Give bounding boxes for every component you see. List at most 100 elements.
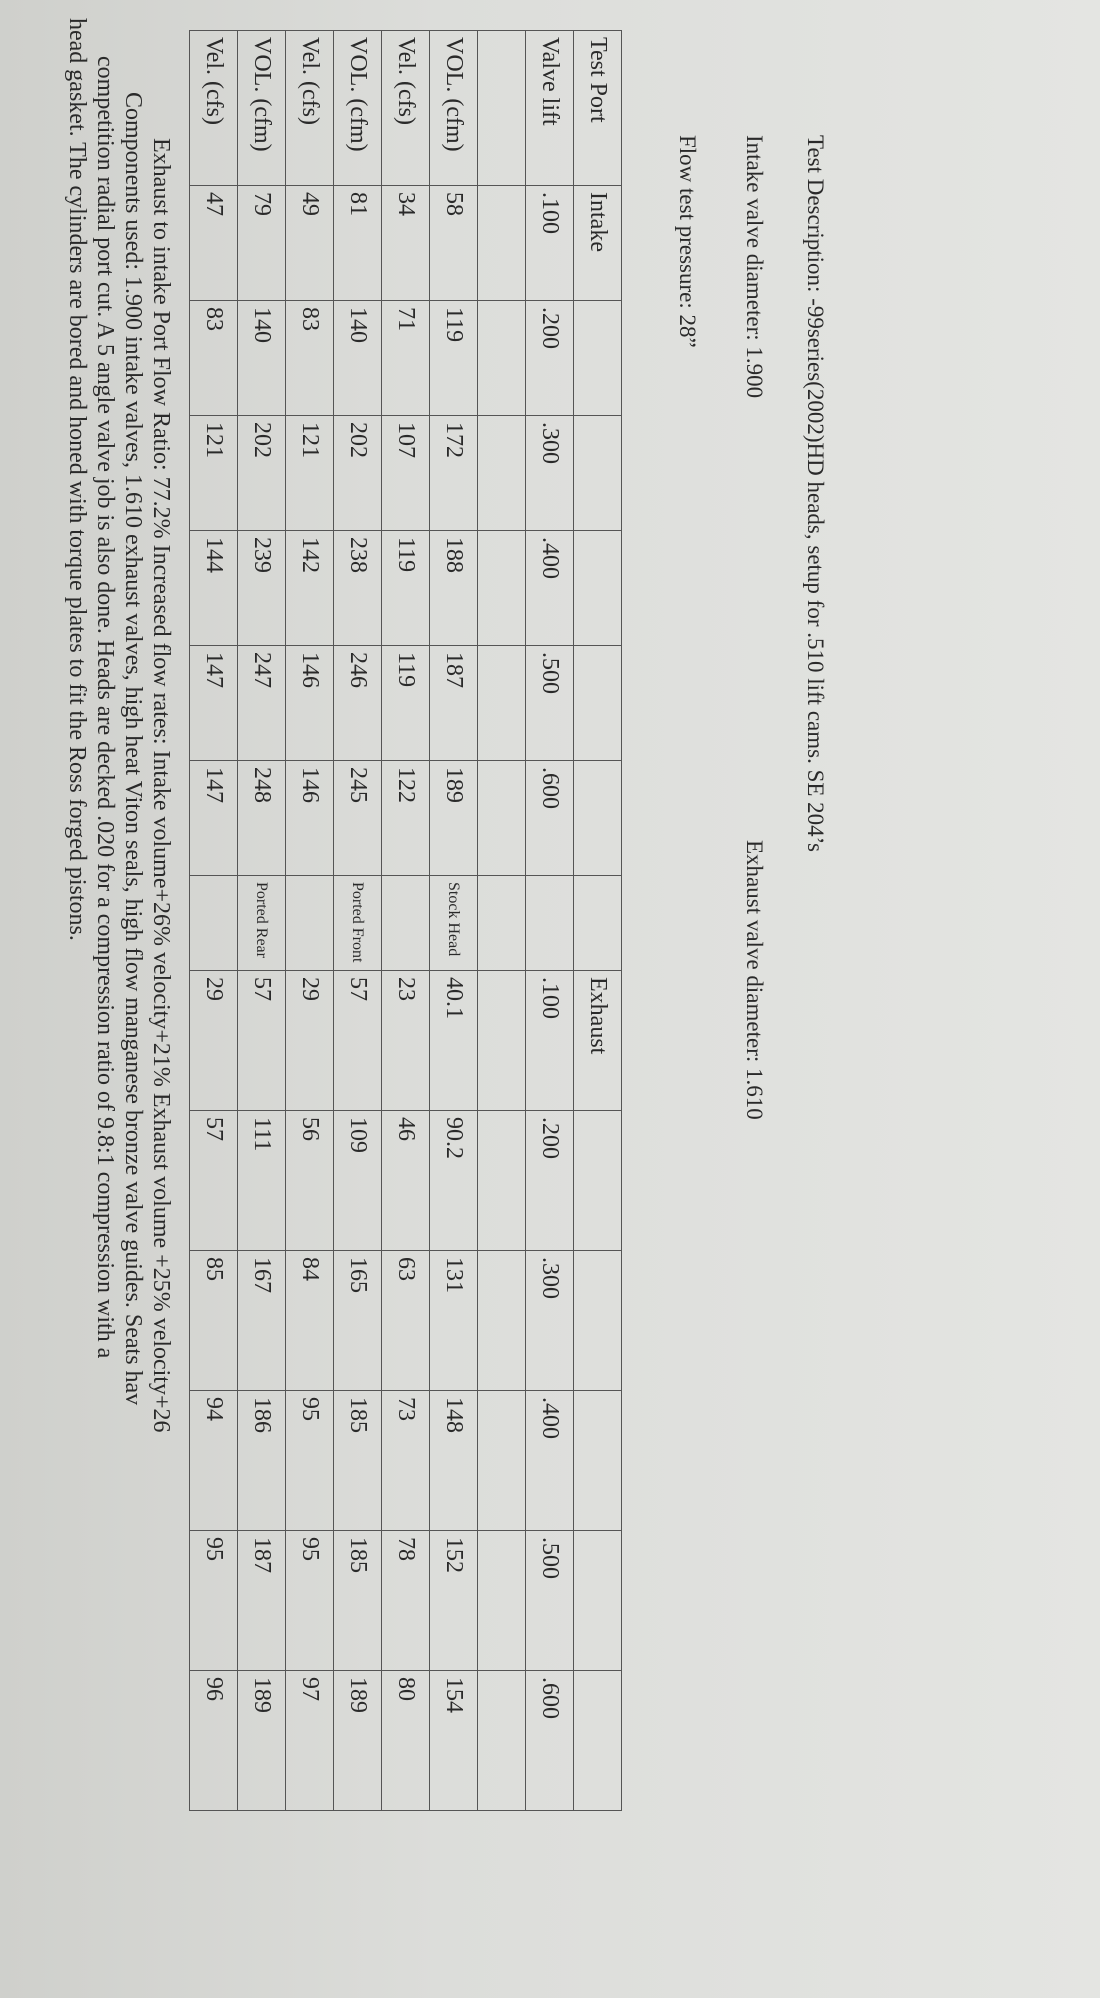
row-label-cell: Valve lift xyxy=(525,30,574,186)
table-cell: 80 xyxy=(381,1670,430,1811)
table-cell: .300 xyxy=(525,1250,574,1391)
table-cell: 154 xyxy=(429,1670,478,1811)
table-cell: 79 xyxy=(237,185,286,301)
table-cell xyxy=(477,1390,526,1531)
table-row: VOL. (cfm) 58 119 172 188 187 189 Stock Head 40.… xyxy=(429,30,478,1811)
table-cell: 95 xyxy=(285,1530,334,1671)
table-cell: 71 xyxy=(381,300,430,416)
table-cell xyxy=(573,415,622,531)
row-label-cell: VOL. (cfm) xyxy=(429,30,478,186)
table-cell: 29 xyxy=(285,970,334,1111)
row-label-cell: VOL. (cfm) xyxy=(333,30,382,186)
table-cell: 245 xyxy=(333,760,382,876)
table-cell xyxy=(477,185,526,301)
table-cell: 202 xyxy=(333,415,382,531)
notes-line: competition radial port cut. A 5 angle v… xyxy=(92,56,118,1359)
table-cell xyxy=(573,1110,622,1251)
table-cell: 96 xyxy=(189,1670,238,1811)
table-cell: 131 xyxy=(429,1250,478,1391)
table-cell xyxy=(477,530,526,646)
table-cell: 81 xyxy=(333,185,382,301)
table-cell: 148 xyxy=(429,1390,478,1531)
table-cell xyxy=(477,760,526,876)
table-cell xyxy=(573,1530,622,1671)
table-cell: 144 xyxy=(189,530,238,646)
table-cell xyxy=(477,1530,526,1671)
table-cell: Exhaust xyxy=(573,970,622,1111)
row-label-cell: VOL. (cfm) xyxy=(237,30,286,186)
table-row: Vel. (cfs) 47 83 121 144 147 147 29 57 85 94 95 96 xyxy=(189,30,238,1811)
table-cell: 147 xyxy=(189,760,238,876)
table-cell: 247 xyxy=(237,645,286,761)
exhaust-valve-diameter: Exhaust valve diameter: 1.610 xyxy=(742,840,767,1120)
table-cell: 142 xyxy=(285,530,334,646)
config-label-cell xyxy=(573,875,622,971)
table-cell: .100 xyxy=(525,185,574,301)
table-cell xyxy=(573,645,622,761)
table-cell: 47 xyxy=(189,185,238,301)
table-cell: .100 xyxy=(525,970,574,1111)
table-cell xyxy=(573,1390,622,1531)
table-cell: 84 xyxy=(285,1250,334,1391)
table-cell: 119 xyxy=(429,300,478,416)
table-cell: 46 xyxy=(381,1110,430,1251)
table-row: Valve lift .100.200.300.400.500.600.100.2… xyxy=(525,30,574,1811)
config-label-cell: Ported Front xyxy=(333,875,382,971)
table-cell: 83 xyxy=(189,300,238,416)
table-cell: 95 xyxy=(285,1390,334,1531)
table-cell: 111 xyxy=(237,1110,286,1251)
table-cell: .400 xyxy=(525,1390,574,1531)
table-cell: 165 xyxy=(333,1250,382,1391)
table-row: Vel. (cfs) 49 83 121 142 146 146 29 56 84 95 95 97 xyxy=(285,30,334,1811)
table-cell: 40.1 xyxy=(429,970,478,1111)
table-row: Vel. (cfs) 34 71 107 119 119 122 23 46 63 73 78 80 xyxy=(381,30,430,1811)
table-cell: 186 xyxy=(237,1390,286,1531)
table-cell: 189 xyxy=(429,760,478,876)
table-cell: Intake xyxy=(573,185,622,301)
table-cell: 187 xyxy=(429,645,478,761)
table-cell: 239 xyxy=(237,530,286,646)
table-cell: 49 xyxy=(285,185,334,301)
table-cell: 146 xyxy=(285,645,334,761)
table-cell: 57 xyxy=(237,970,286,1111)
table-row: VOL. (cfm) 79 140 202 239 247 248 Ported Rear 57… xyxy=(237,30,286,1811)
table-cell: 56 xyxy=(285,1110,334,1251)
table-cell xyxy=(573,300,622,416)
table-cell: 119 xyxy=(381,645,430,761)
config-label-cell xyxy=(477,875,526,971)
table-cell xyxy=(477,645,526,761)
row-label-cell: Test Port xyxy=(573,30,622,186)
table-cell: .600 xyxy=(525,1670,574,1811)
config-label-cell xyxy=(381,875,430,971)
table-cell: 107 xyxy=(381,415,430,531)
table-cell: 73 xyxy=(381,1390,430,1531)
intake-valve-diameter: Intake valve diameter: 1.900 xyxy=(742,135,767,399)
table-cell: 58 xyxy=(429,185,478,301)
table-cell: 122 xyxy=(381,760,430,876)
table-cell: 187 xyxy=(237,1530,286,1671)
table-cell: 29 xyxy=(189,970,238,1111)
table-cell: 147 xyxy=(189,645,238,761)
config-label-cell xyxy=(285,875,334,971)
table-cell xyxy=(573,1670,622,1811)
table-cell: 121 xyxy=(189,415,238,531)
table-cell xyxy=(573,760,622,876)
table-cell: 246 xyxy=(333,645,382,761)
row-label-cell: Vel. (cfs) xyxy=(381,30,430,186)
config-label-cell: Ported Rear xyxy=(237,875,286,971)
table-cell: 172 xyxy=(429,415,478,531)
table-cell: 185 xyxy=(333,1390,382,1531)
row-label-cell xyxy=(477,30,526,186)
table-cell xyxy=(573,530,622,646)
table-cell xyxy=(477,970,526,1111)
table-cell: 83 xyxy=(285,300,334,416)
table-cell: .200 xyxy=(525,1110,574,1251)
table-row: Test Port Intake Exhaust xyxy=(573,30,622,1811)
flow-test-table: Test Port Intake Exhaust Valve lift .100.200… xyxy=(189,30,622,1811)
row-label-cell: Vel. (cfs) xyxy=(189,30,238,186)
table-cell xyxy=(477,1670,526,1811)
notes-line: head gasket. The cylinders are bored and… xyxy=(64,18,90,941)
table-cell: 97 xyxy=(285,1670,334,1811)
table-cell: .300 xyxy=(525,415,574,531)
